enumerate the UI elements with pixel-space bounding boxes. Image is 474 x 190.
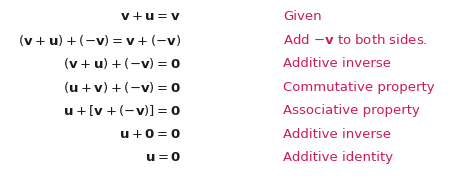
Text: $(\mathbf{u} + \mathbf{v}) + (-\mathbf{v}) = \mathbf{0}$: $(\mathbf{u} + \mathbf{v}) + (-\mathbf{v…: [64, 80, 181, 95]
Text: $(\mathbf{v} + \mathbf{u}) + (-\mathbf{v}) = \mathbf{v} + (-\mathbf{v})$: $(\mathbf{v} + \mathbf{u}) + (-\mathbf{v…: [18, 33, 181, 48]
Text: $(\mathbf{v} + \mathbf{u}) + (-\mathbf{v}) = \mathbf{0}$: $(\mathbf{v} + \mathbf{u}) + (-\mathbf{v…: [64, 56, 181, 71]
Text: $\mathbf{u} = \mathbf{0}$: $\mathbf{u} = \mathbf{0}$: [145, 151, 181, 164]
Text: Add $-\mathbf{v}$ to both sides.: Add $-\mathbf{v}$ to both sides.: [283, 33, 428, 47]
Text: Given: Given: [283, 10, 322, 23]
Text: $\mathbf{v} + \mathbf{u} = \mathbf{v}$: $\mathbf{v} + \mathbf{u} = \mathbf{v}$: [120, 10, 181, 23]
Text: Additive inverse: Additive inverse: [283, 57, 392, 70]
Text: $\mathbf{u} + [\mathbf{v} + (-\mathbf{v})] = \mathbf{0}$: $\mathbf{u} + [\mathbf{v} + (-\mathbf{v}…: [64, 103, 181, 118]
Text: Commutative property: Commutative property: [283, 81, 435, 94]
Text: $\mathbf{u} + \mathbf{0} = \mathbf{0}$: $\mathbf{u} + \mathbf{0} = \mathbf{0}$: [119, 128, 181, 141]
Text: Associative property: Associative property: [283, 104, 420, 117]
Text: Additive identity: Additive identity: [283, 151, 393, 164]
Text: Additive inverse: Additive inverse: [283, 128, 392, 141]
